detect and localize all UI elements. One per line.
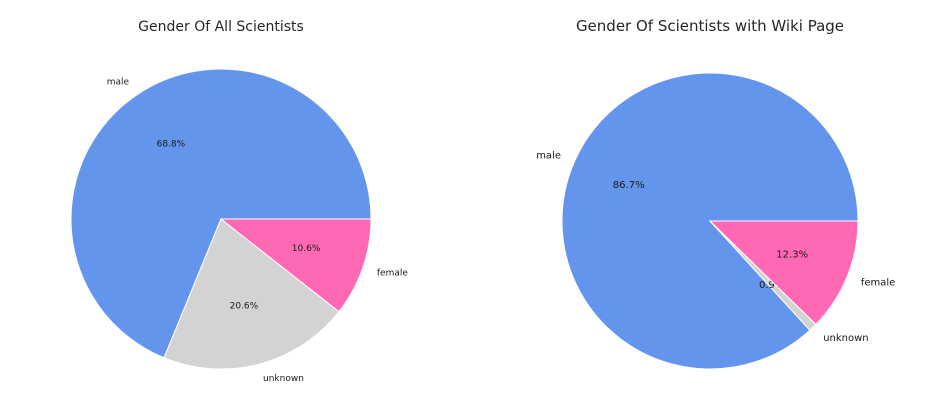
slice-label-male: male [107,78,130,88]
pie-slice-unknown [163,218,340,370]
pie-slice-male [70,68,372,359]
slice-label-unknown: unknown [263,374,304,384]
chart-title: Gender Of Scientists with Wiki Page [576,17,844,35]
slice-label-unknown: unknown [823,333,868,344]
slice-percent-unknown: 0.9% [759,280,784,291]
pie-slice-female [219,218,372,313]
chart-title: Gender Of All Scientists [138,19,304,35]
slice-percent-male: 68.8% [157,140,186,150]
pie-chart-1: Gender Of All Scientists male 68.8% unknown… [70,19,408,384]
slice-percent-unknown: 20.6% [230,302,259,312]
pie-slice-female [708,220,859,326]
slice-label-female: female [861,277,895,288]
slice-percent-female: 10.6% [292,244,321,254]
slice-percent-male: 86.7% [613,180,645,191]
pie-chart-2: Gender Of Scientists with Wiki Page male 8… [536,17,895,370]
slice-label-male: male [536,150,561,161]
slice-percent-female: 12.3% [776,250,808,261]
slice-label-female: female [377,268,408,278]
